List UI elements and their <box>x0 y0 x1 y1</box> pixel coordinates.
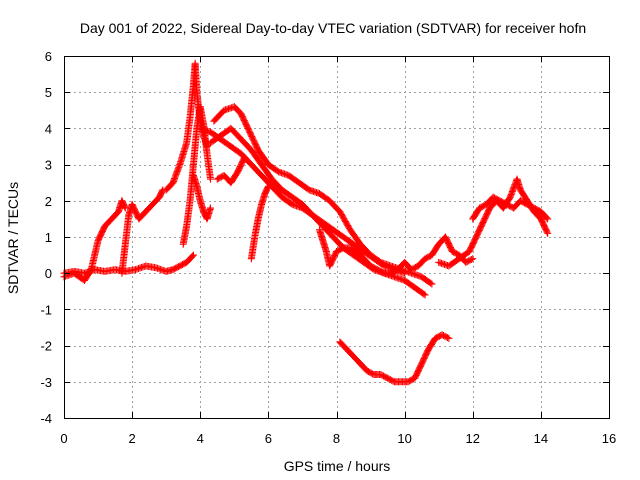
series-arc-10 <box>213 153 249 187</box>
data-point <box>189 251 197 259</box>
data-point <box>240 155 248 163</box>
data-point <box>544 215 552 223</box>
data-point <box>206 204 214 212</box>
series-arc-12 <box>315 226 477 277</box>
data-point <box>421 291 429 299</box>
data-point <box>241 153 249 161</box>
data-point <box>121 203 129 211</box>
x-tick-label: 14 <box>534 431 548 446</box>
y-tick-label: 0 <box>45 266 52 281</box>
y-tick-label: 1 <box>45 230 52 245</box>
data-point <box>543 214 551 222</box>
data-point <box>543 228 551 236</box>
data-point <box>467 255 475 263</box>
y-axis-label: SDTVAR / TECUs <box>5 182 21 294</box>
series-arc-13 <box>435 175 552 270</box>
series-arc-5 <box>179 103 214 248</box>
x-tick-label: 4 <box>197 431 204 446</box>
series-arc-14 <box>469 193 552 223</box>
x-tick-label: 2 <box>129 431 136 446</box>
data-markers <box>60 59 552 386</box>
y-tick-label: -4 <box>40 411 52 426</box>
series-arc-6 <box>189 171 214 223</box>
series-arc-15 <box>336 331 453 386</box>
data-point <box>444 334 452 342</box>
series-arc-3 <box>118 186 167 277</box>
data-point <box>188 252 196 260</box>
series-arc-8 <box>210 103 436 288</box>
data-point <box>206 175 214 183</box>
data-point <box>264 182 272 190</box>
data-point <box>469 255 477 263</box>
x-axis-label: GPS time / hours <box>284 458 391 474</box>
y-tick-label: 2 <box>45 194 52 209</box>
x-tick-label: 16 <box>602 431 616 446</box>
data-point <box>158 187 166 195</box>
series-arc-1 <box>60 251 197 277</box>
series-arc-7 <box>196 124 409 277</box>
y-tick-label: -2 <box>40 339 52 354</box>
x-tick-label: 8 <box>333 431 340 446</box>
data-point <box>544 229 552 237</box>
data-point <box>445 334 453 342</box>
x-tick-label: 6 <box>265 431 272 446</box>
x-tick-label: 10 <box>397 431 411 446</box>
y-tick-label: 4 <box>45 121 52 136</box>
y-tick-label: 6 <box>45 49 52 64</box>
data-point <box>427 279 435 287</box>
x-tick-label: 12 <box>466 431 480 446</box>
data-point <box>264 184 272 192</box>
chart-title: Day 001 of 2022, Sidereal Day-to-day VTE… <box>80 20 586 36</box>
y-tick-label: 3 <box>45 158 52 173</box>
y-tick-label: -3 <box>40 375 52 390</box>
data-point <box>420 290 428 298</box>
series-arc-11 <box>247 182 272 263</box>
series-arc-4 <box>162 59 211 194</box>
y-tick-label: -1 <box>40 302 52 317</box>
x-tick-label: 0 <box>60 431 67 446</box>
y-tick-label: 5 <box>45 85 52 100</box>
data-point <box>428 280 436 288</box>
